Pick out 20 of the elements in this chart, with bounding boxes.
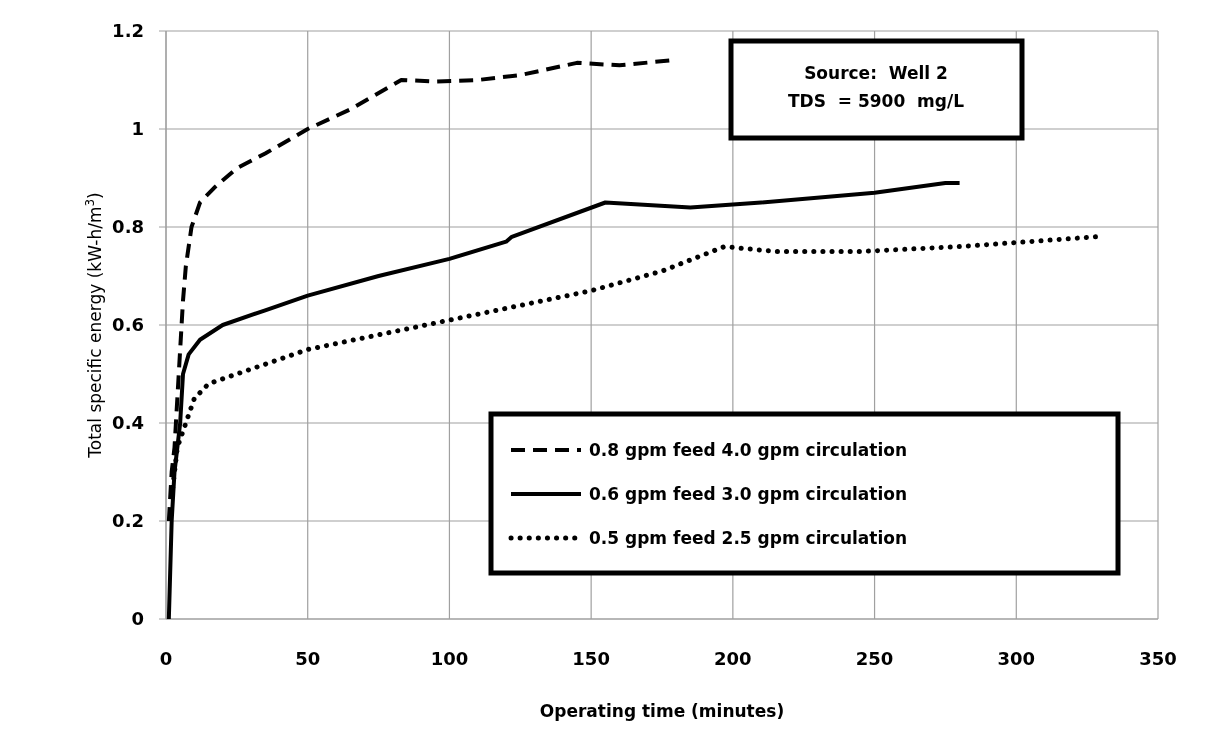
- x-tick-label: 350: [1139, 648, 1177, 669]
- x-tick-label: 300: [997, 648, 1036, 669]
- legend-label: 0.5 gpm feed 2.5 gpm circulation: [589, 528, 908, 548]
- x-tick-label: 150: [572, 648, 610, 669]
- y-tick-label: 0.8: [112, 216, 144, 237]
- y-tick-label: 1.2: [112, 20, 144, 41]
- legend-label: 0.6 gpm feed 3.0 gpm circulation: [589, 484, 908, 504]
- y-tick-label: 0: [131, 608, 144, 629]
- x-axis-title: Operating time (minutes): [539, 701, 785, 721]
- x-tick-label: 0: [159, 648, 173, 669]
- x-tick-label: 250: [855, 648, 894, 669]
- x-tick-label: 50: [295, 648, 321, 669]
- y-tick-label: 0.4: [112, 412, 144, 433]
- y-tick-label: 0.6: [112, 314, 144, 335]
- x-tick-label: 200: [714, 648, 752, 669]
- legend-label: 0.8 gpm feed 4.0 gpm circulation: [589, 440, 908, 460]
- y-tick-label: 1: [131, 118, 144, 139]
- x-tick-label: 100: [430, 648, 469, 669]
- y-tick-label: 0.2: [112, 510, 144, 531]
- annotation: Source: Well 2 TDS = 5900 mg/L: [787, 63, 965, 111]
